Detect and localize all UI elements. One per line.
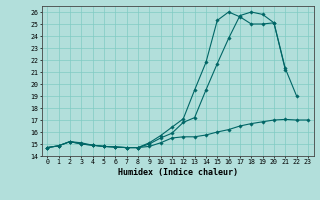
X-axis label: Humidex (Indice chaleur): Humidex (Indice chaleur) [118, 168, 237, 177]
